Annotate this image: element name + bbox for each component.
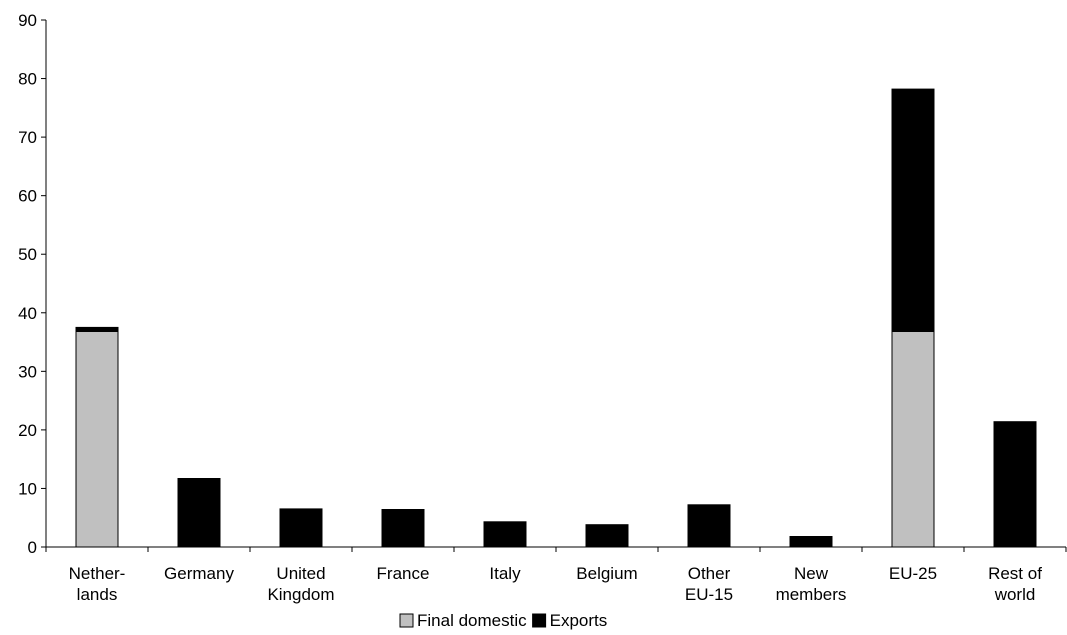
y-tick-labels: 0 10 20 30 40 50 60 70 80 90: [18, 11, 37, 557]
y-tick-label: 10: [18, 479, 37, 498]
x-category-label: Germany: [164, 564, 234, 583]
bar-exports-7: [789, 536, 833, 548]
x-category-label: New members: [776, 564, 847, 604]
bar-exports-1: [177, 478, 221, 548]
bars-layer: [75, 88, 1037, 548]
bar-final-domestic-0: [75, 331, 119, 548]
y-tick-label: 50: [18, 245, 37, 264]
x-category-label: Other EU-15: [685, 564, 733, 604]
bar-exports-2: [279, 508, 323, 548]
y-tick-label: 70: [18, 128, 37, 147]
bar-exports-0: [75, 326, 119, 332]
x-category-labels: Nether-lands Germany United Kingdom France It…: [69, 564, 1043, 604]
bar-exports-3: [381, 509, 425, 548]
bar-exports-8: [891, 88, 935, 332]
y-tick-label: 90: [18, 11, 37, 30]
legend-swatch-final-domestic: [399, 613, 414, 628]
y-tick-label: 80: [18, 70, 37, 89]
legend: Final domestic Exports: [399, 611, 608, 630]
legend-label-final-domestic: Final domestic: [417, 611, 527, 630]
y-tick-label: 30: [18, 362, 37, 381]
x-category-label: Italy: [489, 564, 521, 583]
y-tick-label: 60: [18, 187, 37, 206]
x-category-label: Belgium: [576, 564, 637, 583]
axes-layer: [41, 19, 1067, 552]
bar-exports-6: [687, 504, 731, 548]
x-category-label: Nether-lands: [69, 564, 126, 604]
bar-exports-4: [483, 521, 527, 548]
x-category-label: United Kingdom: [267, 564, 334, 604]
bar-exports-9: [993, 421, 1037, 548]
x-category-label: EU-25: [889, 564, 937, 583]
y-tick-label: 0: [28, 538, 37, 557]
legend-swatch-exports: [532, 613, 547, 628]
legend-label-exports: Exports: [550, 611, 608, 630]
y-tick-label: 20: [18, 421, 37, 440]
x-category-label: Rest of world: [988, 564, 1042, 604]
bar-exports-5: [585, 524, 629, 548]
y-tick-label: 40: [18, 304, 37, 323]
bar-final-domestic-8: [891, 331, 935, 548]
x-category-label: France: [377, 564, 430, 583]
